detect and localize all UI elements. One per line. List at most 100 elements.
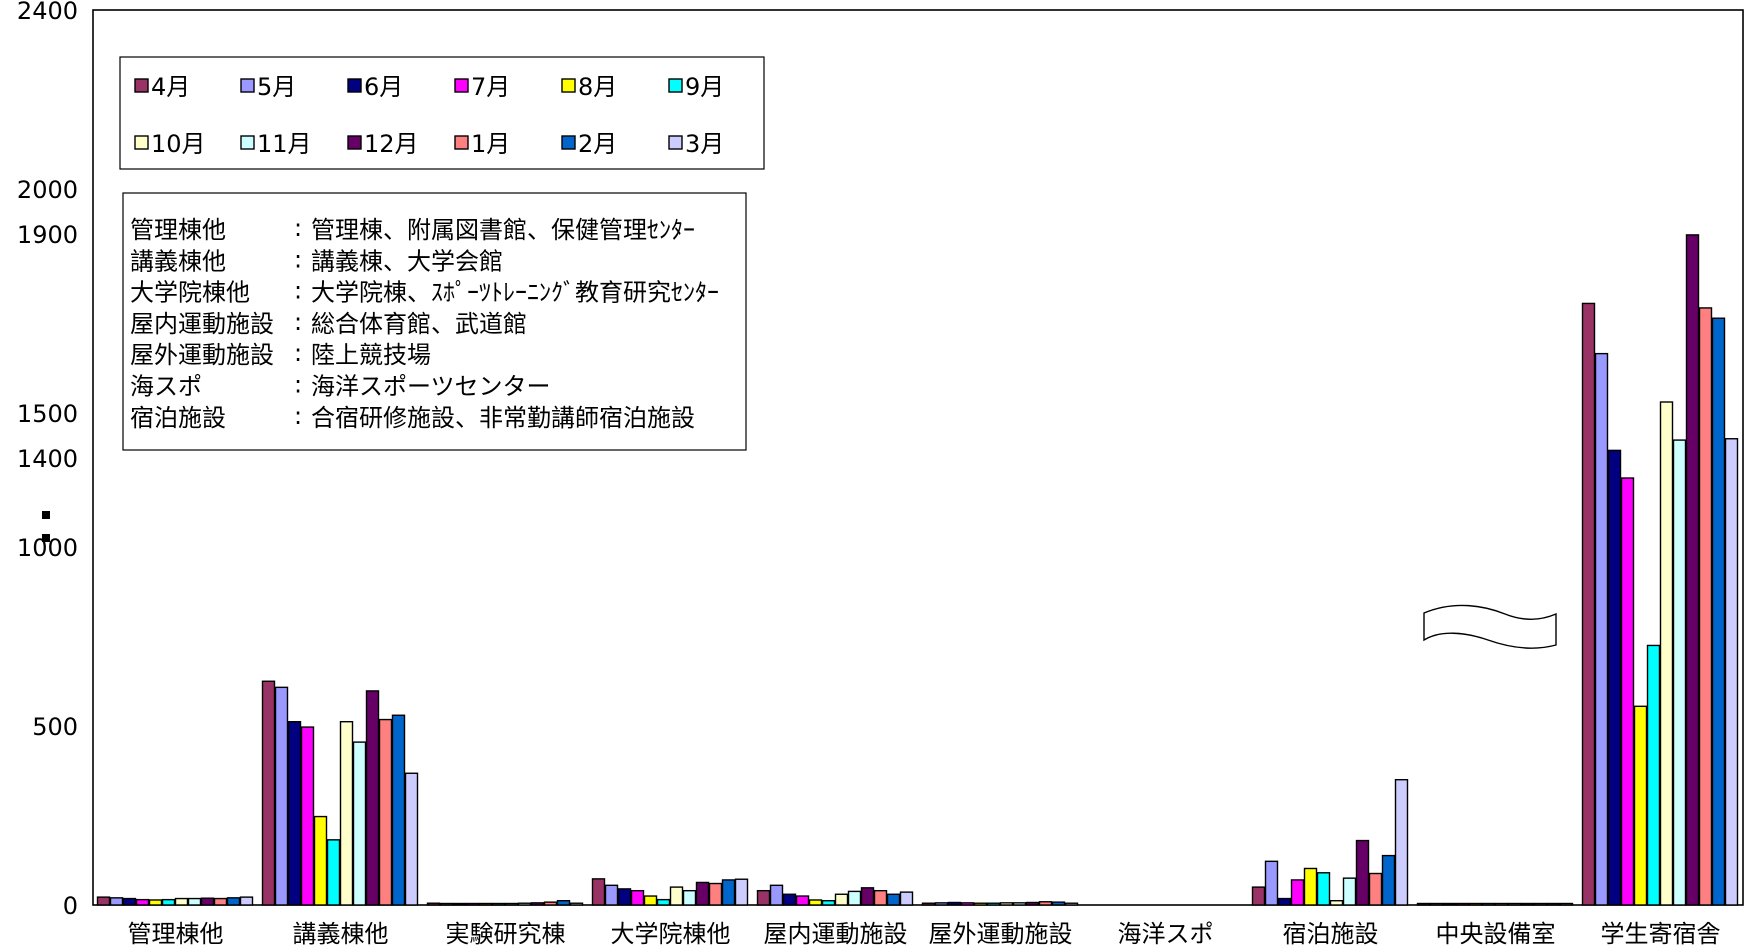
legend-label: 2月 (578, 130, 617, 158)
bar (1342, 877, 1357, 906)
bar (1559, 902, 1574, 906)
legend-swatch (668, 135, 683, 150)
bar (352, 741, 367, 906)
legend-swatch (134, 78, 149, 93)
facility-separator: : (294, 371, 302, 399)
bar (795, 895, 810, 906)
bar (1507, 902, 1522, 906)
facility-note: 管理棟他: 管理棟、附属図書館、保健管理ｾﾝﾀｰ 講義棟他: 講義棟、大学会館大学院棟… (122, 192, 747, 451)
bar (1481, 902, 1496, 906)
bar (1620, 477, 1635, 906)
x-tick-label: 屋内運動施設 (764, 920, 908, 948)
bar (1468, 902, 1483, 906)
legend-label: 11月 (257, 130, 312, 158)
facility-separator: : (294, 214, 302, 242)
legend-swatch (134, 135, 149, 150)
facility-name: 講義棟他 (130, 247, 226, 275)
facility-description: 合宿研修施設、非常勤講師宿泊施設 (311, 404, 695, 432)
bar (135, 898, 150, 906)
axis-break-marks (42, 511, 1557, 649)
bar (313, 815, 328, 906)
bar (1381, 854, 1396, 906)
bar (617, 888, 632, 906)
bar (1581, 302, 1596, 906)
bar (1711, 317, 1726, 906)
bar (604, 884, 619, 906)
bar (834, 893, 849, 906)
bar (921, 902, 936, 906)
bar (1012, 902, 1027, 906)
legend-swatch (561, 78, 576, 93)
legend-label: 1月 (471, 130, 510, 158)
facility-name: 大学院棟他 (130, 279, 250, 307)
bar (1520, 902, 1535, 906)
facility-description: 総合体育館、武道館 (311, 310, 527, 338)
x-tick-label: 実験研究棟 (446, 920, 566, 948)
axis-break-mark (42, 534, 50, 542)
bar (1368, 872, 1383, 906)
bar (591, 878, 606, 906)
bar (756, 889, 771, 906)
bar (491, 902, 506, 906)
bar (326, 839, 341, 906)
bar (1416, 902, 1431, 906)
bar (1594, 352, 1609, 906)
legend-label: 9月 (685, 73, 724, 101)
bar (543, 901, 558, 906)
facility-name: 宿泊施設 (130, 404, 226, 432)
legend: 4月 5月 6月 7月 8月 9月 10月 11月 12月 1月 2月 3月 (119, 56, 765, 170)
bar (339, 721, 354, 906)
facility-separator: : (294, 339, 302, 367)
bar (808, 899, 823, 906)
facility-separator: : (294, 245, 302, 273)
bar (669, 886, 684, 906)
legend-label: 8月 (578, 73, 617, 101)
bar (1442, 902, 1457, 906)
bar (1329, 900, 1344, 906)
axis-break-mark (42, 511, 50, 519)
bars (96, 234, 1739, 906)
bar (1316, 872, 1331, 906)
facility-separator: : (294, 277, 302, 305)
bar (947, 901, 962, 906)
bar (452, 902, 467, 906)
bar (734, 878, 749, 906)
bar (873, 889, 888, 906)
bar (782, 893, 797, 906)
bar (656, 898, 671, 906)
bar (630, 889, 645, 906)
facility-note-box (122, 192, 747, 451)
legend-swatch (454, 135, 469, 150)
bar (934, 902, 949, 906)
bar (1633, 705, 1648, 906)
legend-swatch (454, 78, 469, 93)
facility-name: 屋外運動施設 (130, 341, 274, 369)
bar (161, 898, 176, 906)
bar (1672, 439, 1687, 906)
bar (886, 893, 901, 906)
bar (109, 897, 124, 906)
bar (530, 902, 545, 906)
bar (556, 900, 571, 906)
bar (1394, 779, 1409, 906)
bar (239, 896, 254, 906)
bar (378, 718, 393, 906)
x-tick-label: 学生寄宿舎 (1601, 920, 1721, 948)
bar (439, 902, 454, 906)
bar (1646, 644, 1661, 906)
legend-label: 5月 (257, 73, 296, 101)
bar (226, 897, 241, 906)
bar (1051, 901, 1066, 906)
legend-swatch (347, 135, 362, 150)
bar (643, 895, 658, 906)
bar (1724, 438, 1739, 906)
bar (1685, 234, 1700, 906)
bar (504, 902, 519, 906)
x-tick-label: 大学院棟他 (611, 920, 731, 948)
bar (721, 879, 736, 906)
bar (1659, 401, 1674, 906)
bar (478, 902, 493, 906)
bar (200, 897, 215, 906)
bar (1355, 839, 1370, 906)
